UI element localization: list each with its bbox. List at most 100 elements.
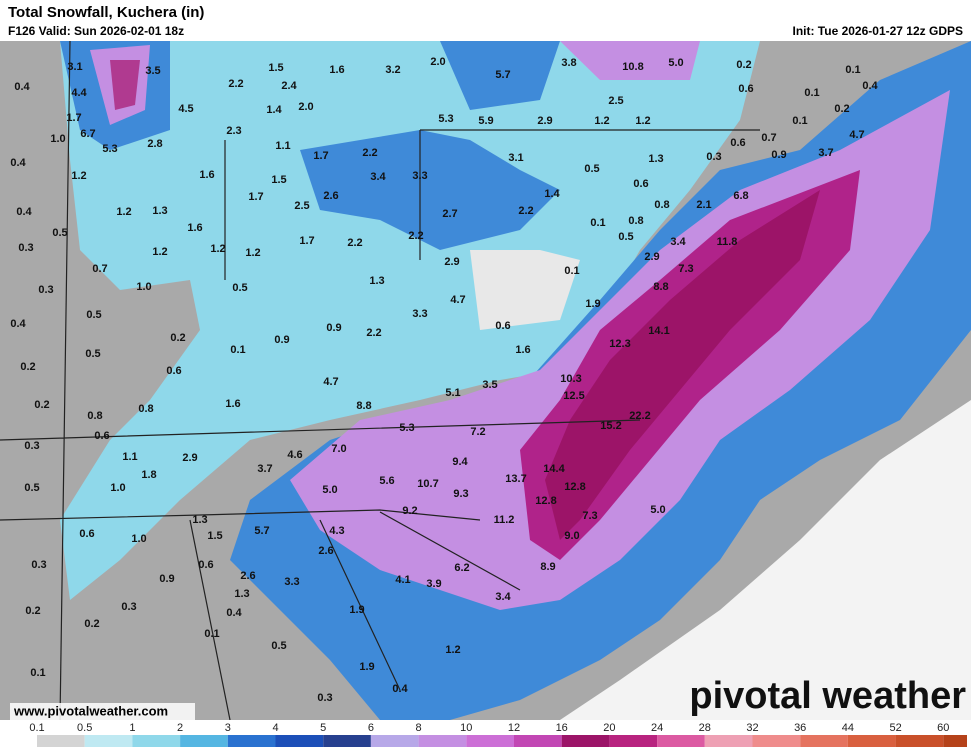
- point-label: 0.2: [84, 618, 99, 630]
- point-label: 0.3: [31, 559, 46, 571]
- point-label: 0.6: [79, 528, 94, 540]
- point-label: 9.0: [564, 530, 579, 542]
- point-label: 0.5: [584, 163, 599, 175]
- point-label: 5.0: [650, 504, 665, 516]
- point-label: 0.4: [16, 206, 32, 218]
- point-label: 8.8: [653, 281, 668, 293]
- point-label: 0.8: [628, 215, 643, 227]
- point-label: 3.9: [426, 578, 441, 590]
- point-label: 5.3: [399, 422, 414, 434]
- point-label: 1.6: [187, 222, 202, 234]
- point-label: 6.7: [80, 128, 95, 140]
- legend-swatch: [323, 735, 371, 747]
- point-label: 22.2: [629, 410, 650, 422]
- point-label: 2.4: [281, 80, 297, 92]
- point-label: 2.9: [537, 115, 552, 127]
- map: [0, 41, 971, 720]
- legend: 0.1 0.5 1 2 3 4 5 6 8 10 12 16 20 24 28 32 36 44 52 60: [29, 722, 967, 747]
- point-label: 1.5: [207, 530, 222, 542]
- point-label: 7.0: [331, 443, 346, 455]
- point-label: 0.3: [24, 440, 39, 452]
- point-label: 2.2: [347, 237, 362, 249]
- point-label: 1.0: [50, 133, 65, 145]
- point-label: 2.9: [182, 452, 197, 464]
- point-label: 1.2: [116, 206, 131, 218]
- legend-swatch: [418, 735, 467, 747]
- legend-swatch: [895, 735, 944, 747]
- point-label: 0.3: [706, 151, 721, 163]
- point-label: 0.8: [138, 403, 153, 415]
- point-label: 2.2: [362, 147, 377, 159]
- legend-label: 4: [272, 722, 278, 734]
- point-label: 2.6: [240, 570, 255, 582]
- point-label: 2.9: [644, 251, 659, 263]
- point-label: 2.6: [323, 190, 338, 202]
- point-label: 2.2: [518, 205, 533, 217]
- point-label: 0.9: [771, 149, 786, 161]
- point-label: 0.1: [564, 265, 579, 277]
- point-label: 0.9: [274, 334, 289, 346]
- point-label: 0.1: [230, 344, 245, 356]
- point-label: 9.4: [452, 456, 468, 468]
- point-label: 15.2: [600, 420, 621, 432]
- legend-swatch: [84, 735, 133, 747]
- point-label: 0.3: [18, 242, 33, 254]
- legend-swatch: [132, 735, 181, 747]
- point-label: 1.3: [152, 205, 167, 217]
- point-label: 1.9: [349, 604, 364, 616]
- point-label: 4.5: [178, 103, 193, 115]
- point-label: 1.3: [234, 588, 249, 600]
- point-label: 1.4: [266, 104, 282, 116]
- point-label: 2.2: [366, 327, 381, 339]
- legend-label: 28: [699, 722, 711, 734]
- legend-swatch: [275, 735, 324, 747]
- point-label: 2.5: [608, 95, 623, 107]
- point-label: 1.0: [110, 482, 125, 494]
- legend-swatch: [514, 735, 562, 747]
- point-label: 3.3: [412, 308, 427, 320]
- point-label: 9.3: [453, 488, 468, 500]
- point-label: 14.4: [543, 463, 565, 475]
- legend-label: 6: [368, 722, 374, 734]
- legend-label: 12: [508, 722, 520, 734]
- point-label: 12.5: [563, 390, 584, 402]
- legend-swatch: [609, 735, 658, 747]
- legend-label: 24: [651, 722, 663, 734]
- heavy-snow: [90, 41, 700, 125]
- ocean-clear: [560, 400, 971, 720]
- point-label: 8.8: [356, 400, 371, 412]
- legend-label: 32: [746, 722, 758, 734]
- point-label: 5.3: [438, 113, 453, 125]
- legend-swatch: [752, 735, 801, 747]
- point-label: 1.9: [359, 661, 374, 673]
- point-label: 5.6: [379, 475, 394, 487]
- init-time: Init: Tue 2026-01-27 12z GDPS: [792, 24, 963, 38]
- point-labels: 3.1 3.5 4.4 0.4 4.5 2.2 1.5 2.4 1.4 2.0 1.6 3.2 2.0 5…: [10, 56, 878, 704]
- point-label: 0.6: [633, 178, 648, 190]
- legend-swatch: [800, 735, 848, 747]
- point-label: 0.4: [862, 80, 878, 92]
- point-label: 9.2: [402, 505, 417, 517]
- point-label: 10.8: [622, 61, 643, 73]
- website: www.pivotalweather.com: [13, 703, 168, 718]
- point-label: 3.5: [482, 379, 497, 391]
- point-label: 8.9: [540, 561, 555, 573]
- legend-label: 10: [460, 722, 472, 734]
- point-label: 5.7: [495, 69, 510, 81]
- legend-swatch: [180, 735, 228, 747]
- valid-time: F126 Valid: Sun 2026-02-01 18z: [8, 24, 184, 38]
- point-label: 0.1: [804, 87, 819, 99]
- point-label: 0.8: [654, 199, 669, 211]
- point-label: 6.8: [733, 190, 748, 202]
- point-label: 3.3: [284, 576, 299, 588]
- point-label: 0.1: [792, 115, 807, 127]
- point-label: 11.8: [717, 236, 738, 248]
- point-label: 3.2: [385, 64, 400, 76]
- point-label: 5.0: [322, 484, 337, 496]
- legend-label: 60: [937, 722, 949, 734]
- point-label: 0.5: [232, 282, 247, 294]
- legend-label: 0.5: [77, 722, 92, 734]
- legend-swatch: [370, 735, 419, 747]
- point-label: 0.5: [85, 348, 100, 360]
- point-label: 0.2: [170, 332, 185, 344]
